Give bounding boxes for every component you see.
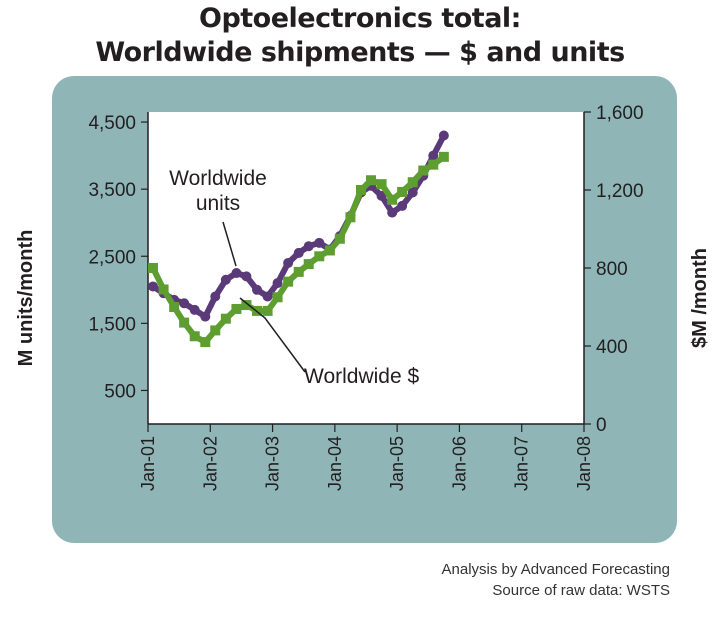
y-left-tick-label: 3,500 xyxy=(88,180,136,201)
chart-subtitle: Worldwide shipments — $ and units xyxy=(95,37,625,68)
data-point-dollars xyxy=(438,151,449,162)
annotation-units-line1: Worldwide xyxy=(169,167,267,190)
source-credit: Source of raw data: WSTS xyxy=(492,582,670,599)
data-point-units xyxy=(272,278,283,289)
data-point-dollars xyxy=(262,305,273,316)
data-point-units xyxy=(428,150,439,161)
data-point-dollars xyxy=(200,337,211,348)
y-left-axis-label: M units/month xyxy=(15,230,37,367)
data-point-units xyxy=(376,190,387,201)
data-point-dollars xyxy=(428,159,439,170)
data-point-dollars xyxy=(283,276,294,287)
data-point-units xyxy=(314,237,325,248)
data-point-dollars xyxy=(407,177,418,188)
data-point-dollars xyxy=(376,179,387,190)
data-point-dollars xyxy=(334,233,345,244)
annotation-dollars-leader xyxy=(239,297,306,373)
data-point-dollars xyxy=(189,331,200,342)
data-point-units xyxy=(210,291,221,302)
data-point-dollars xyxy=(314,251,325,262)
data-point-units xyxy=(262,291,273,302)
x-tick-label: Jan-01 xyxy=(138,436,158,491)
y-left-tick-label: 2,500 xyxy=(88,247,136,268)
data-point-dollars xyxy=(241,300,252,311)
x-tick-label: Jan-06 xyxy=(449,436,469,491)
data-point-dollars xyxy=(303,259,314,270)
data-point-dollars xyxy=(345,212,356,223)
y-right-axis-label: $M /month xyxy=(689,248,711,348)
x-tick-label: Jan-04 xyxy=(325,436,345,491)
data-point-units xyxy=(252,284,262,295)
data-point-dollars xyxy=(272,292,283,303)
data-point-dollars xyxy=(397,186,408,197)
data-point-units xyxy=(303,241,314,252)
annotation-units-leader xyxy=(222,221,237,267)
data-point-dollars xyxy=(324,245,335,256)
chart-title: Optoelectronics total: xyxy=(199,3,521,34)
data-point-dollars xyxy=(418,165,429,176)
data-point-dollars xyxy=(356,185,367,195)
annotation-units-line2: units xyxy=(196,192,240,215)
data-point-dollars xyxy=(169,302,180,312)
data-point-dollars xyxy=(365,175,376,186)
data-point-units xyxy=(179,298,190,309)
plot-area xyxy=(148,112,584,424)
data-point-units xyxy=(293,247,304,258)
x-tick-label: Jan-07 xyxy=(512,436,532,491)
data-point-dollars xyxy=(179,317,190,328)
data-point-dollars xyxy=(231,303,242,314)
data-point-units xyxy=(220,274,231,285)
data-point-units xyxy=(397,200,408,211)
y-left-tick-label: 4,500 xyxy=(88,113,136,134)
data-point-dollars xyxy=(147,263,158,273)
y-left-tick-label: 1,500 xyxy=(88,314,136,335)
data-point-units xyxy=(147,281,158,292)
data-point-dollars xyxy=(387,194,398,205)
data-point-dollars xyxy=(210,325,221,336)
y-right-tick-label: 1,600 xyxy=(596,103,644,124)
annotation-dollars: Worldwide $ xyxy=(304,365,419,388)
x-tick-label: Jan-08 xyxy=(574,436,594,491)
analysis-credit: Analysis by Advanced Forecasting xyxy=(441,561,670,578)
x-tick-label: Jan-03 xyxy=(263,436,283,491)
y-left-tick-label: 500 xyxy=(104,381,136,402)
y-right-tick-label: 800 xyxy=(596,259,628,280)
data-point-units xyxy=(438,130,449,141)
data-point-dollars xyxy=(220,313,231,324)
data-point-units xyxy=(241,271,252,282)
data-point-dollars xyxy=(158,284,169,295)
data-point-units xyxy=(200,311,211,322)
data-point-units xyxy=(283,257,294,268)
y-right-tick-label: 400 xyxy=(596,337,628,358)
data-point-dollars xyxy=(293,266,304,277)
data-point-units xyxy=(231,268,242,279)
data-point-units xyxy=(387,207,398,218)
data-point-units xyxy=(407,187,418,198)
x-tick-label: Jan-05 xyxy=(387,436,407,491)
y-right-tick-label: 1,200 xyxy=(596,181,644,202)
data-point-units xyxy=(189,304,200,315)
y-right-tick-label: 0 xyxy=(596,415,607,436)
x-tick-label: Jan-02 xyxy=(200,436,220,491)
